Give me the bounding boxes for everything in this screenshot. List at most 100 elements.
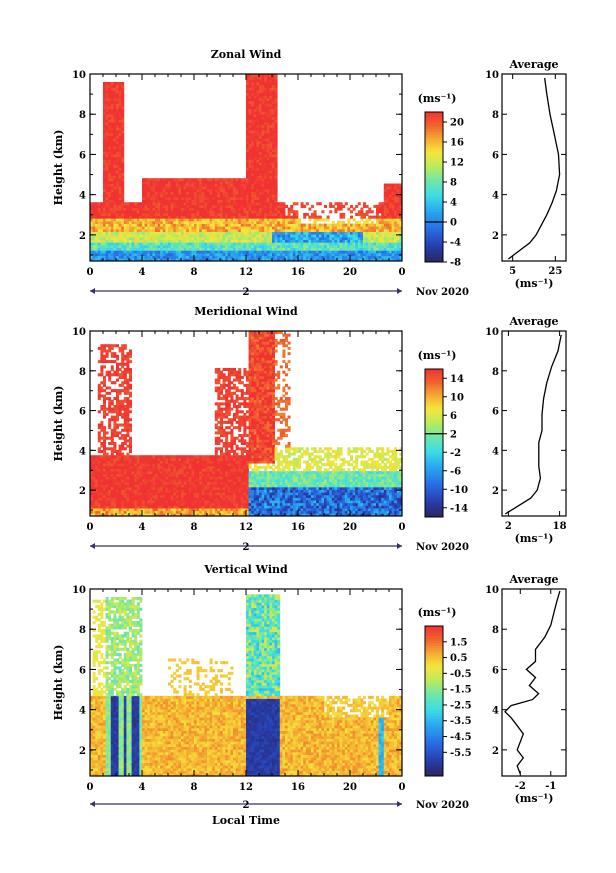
heatmap-cell — [212, 207, 216, 211]
heatmap-cell — [394, 239, 398, 243]
heatmap-cell — [396, 234, 400, 238]
heatmap-cell — [103, 130, 106, 134]
heatmap-cell — [131, 204, 135, 208]
colorbar-swatch — [425, 169, 443, 173]
heatmap-cell — [113, 140, 117, 144]
heatmap-cell — [121, 252, 125, 257]
heatmap-cell — [160, 186, 164, 190]
heatmap-cell — [274, 119, 278, 123]
heatmap-cell — [248, 103, 252, 107]
heatmap-cell — [300, 250, 304, 254]
heatmap-cell — [225, 258, 229, 262]
heatmap-cell — [261, 215, 265, 219]
heatmap-cell — [287, 218, 291, 222]
heatmap-cell — [220, 207, 223, 211]
heatmap-cell — [113, 186, 117, 190]
heatmap-cell — [253, 252, 257, 257]
heatmap-cell — [217, 242, 221, 246]
heatmap-cell — [196, 244, 200, 249]
heatmap-cell — [90, 228, 93, 233]
heatmap-cell — [123, 381, 127, 385]
heatmap-cell — [214, 210, 218, 214]
heatmap-cell — [116, 124, 119, 128]
heatmap-cell — [357, 258, 361, 262]
heatmap-cell — [116, 492, 119, 496]
heatmap-cell — [100, 389, 104, 393]
heatmap-cell — [100, 365, 104, 369]
heatmap-cell — [110, 352, 114, 356]
heatmap-cell — [259, 82, 262, 86]
heatmap-cell — [123, 378, 127, 382]
heatmap-cell — [259, 143, 262, 147]
heatmap-cell — [131, 250, 135, 254]
heatmap-cell — [331, 252, 335, 257]
heatmap-cell — [352, 207, 356, 211]
heatmap-cell — [355, 236, 359, 241]
heatmap-cell — [110, 127, 114, 131]
heatmap-cell — [136, 463, 140, 467]
heatmap-cell — [188, 212, 192, 216]
heatmap-cell — [118, 130, 122, 134]
heatmap-cell — [139, 234, 143, 238]
heatmap-cell — [316, 255, 320, 259]
heatmap-cell — [144, 468, 148, 472]
heatmap-cell — [318, 252, 322, 257]
heatmap-cell — [274, 92, 278, 96]
heatmap-cell — [259, 103, 262, 107]
heatmap-cell — [274, 191, 278, 195]
heatmap-cell — [225, 196, 229, 200]
heatmap-cell — [186, 180, 190, 184]
heatmap-cell — [134, 226, 138, 230]
heatmap-cell — [217, 218, 221, 222]
heatmap-cell — [168, 220, 171, 224]
heatmap-cell — [105, 132, 109, 136]
heatmap-cell — [196, 178, 200, 182]
heatmap-cell — [152, 244, 156, 249]
heatmap-cell — [97, 500, 101, 504]
heatmap-cell — [266, 170, 270, 174]
heatmap-cell — [246, 199, 249, 203]
heatmap-cell — [118, 471, 122, 475]
heatmap-cell — [259, 196, 262, 200]
heatmap-cell — [116, 196, 119, 200]
heatmap-cell — [277, 207, 281, 211]
heatmap-cell — [383, 236, 387, 241]
heatmap-cell — [152, 463, 156, 467]
heatmap-cell — [253, 114, 257, 118]
heatmap-cell — [183, 199, 187, 203]
heatmap-cell — [282, 255, 286, 259]
profile-x-label: (ms⁻¹) — [515, 277, 554, 290]
heatmap-cell — [95, 242, 99, 246]
heatmap-cell — [116, 108, 119, 112]
heatmap-cell — [149, 497, 153, 501]
heatmap-cell — [191, 234, 195, 238]
heatmap-cell — [105, 212, 109, 216]
heatmap-cell — [134, 468, 138, 472]
heatmap-cell — [248, 194, 252, 198]
heatmap-cell — [121, 191, 125, 195]
heatmap-cell — [129, 508, 132, 512]
heatmap-cell — [248, 124, 252, 128]
heatmap-cell — [157, 479, 161, 483]
heatmap-cell — [246, 127, 249, 131]
heatmap-cell — [113, 191, 117, 195]
heatmap-cell — [126, 439, 130, 443]
heatmap-cell — [170, 194, 174, 198]
heatmap-cell — [391, 188, 395, 192]
heatmap-cell — [147, 479, 151, 483]
heatmap-cell — [108, 183, 112, 187]
heatmap-cell — [199, 215, 203, 219]
heatmap-cell — [272, 92, 275, 96]
heatmap-cell — [100, 484, 104, 488]
heatmap-cell — [90, 236, 93, 241]
heatmap-cell — [97, 447, 101, 451]
heatmap-cell — [394, 202, 398, 206]
heatmap-cell — [217, 247, 221, 251]
heatmap-cell — [181, 231, 184, 235]
heatmap-cell — [269, 103, 273, 107]
heatmap-cell — [272, 218, 275, 222]
heatmap-cell — [337, 255, 340, 259]
heatmap-cell — [300, 244, 304, 249]
heatmap-cell — [222, 218, 226, 222]
heatmap-cell — [394, 207, 398, 211]
